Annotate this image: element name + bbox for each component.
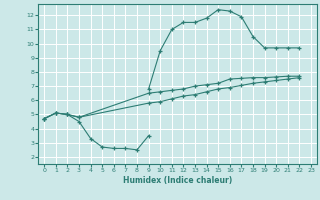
X-axis label: Humidex (Indice chaleur): Humidex (Indice chaleur) — [123, 176, 232, 185]
